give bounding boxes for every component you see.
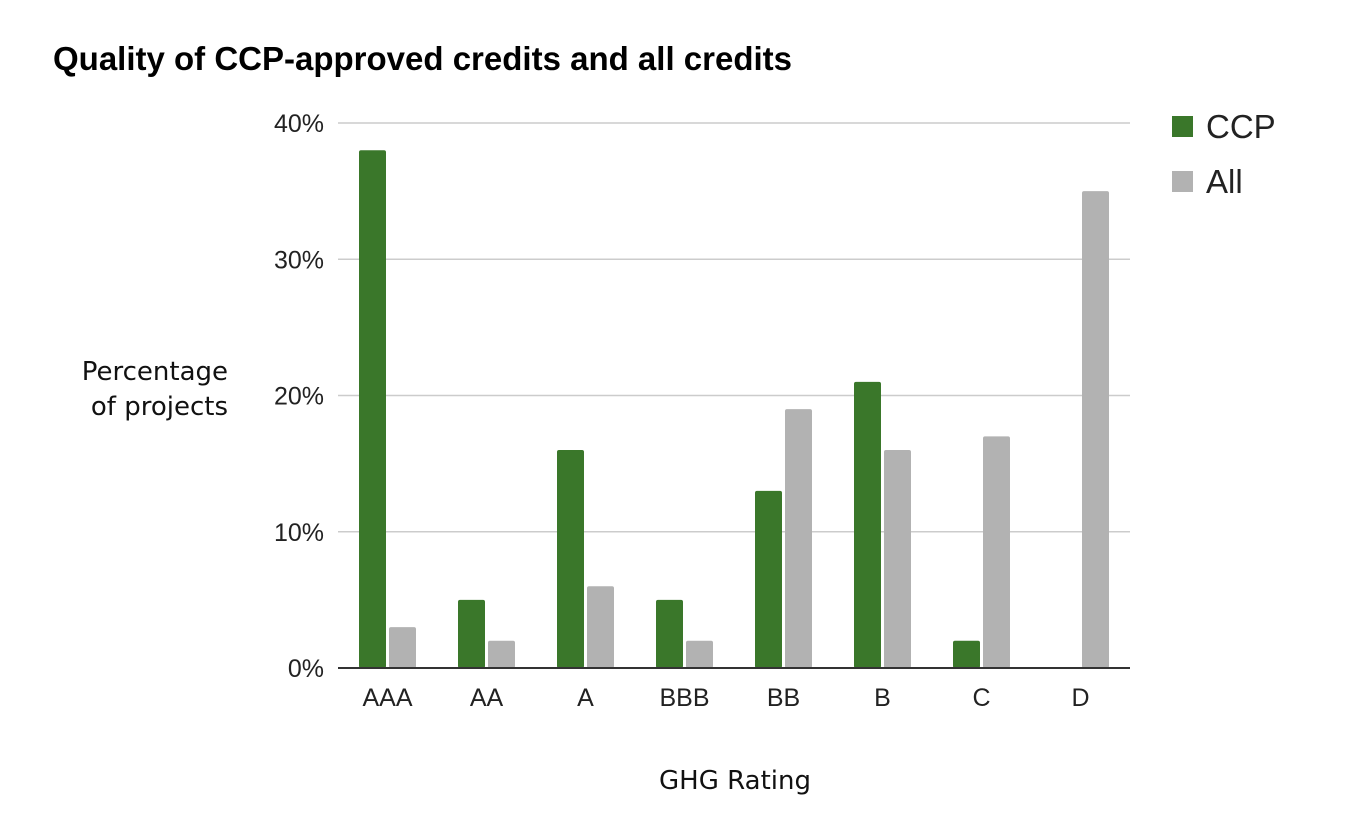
bar-ccp-bbb xyxy=(656,599,683,668)
bar-ccp-b xyxy=(854,381,881,668)
y-axis-label-line-2: of projects xyxy=(91,392,228,422)
x-axis-label: GHG Rating xyxy=(659,766,811,796)
bar-all-b xyxy=(884,450,911,668)
legend-swatch-ccp xyxy=(1172,116,1193,137)
bar-all-c xyxy=(983,436,1010,668)
x-tick-label: AA xyxy=(470,684,504,712)
bar-ccp-bb xyxy=(755,490,782,668)
bar-ccp-a xyxy=(557,450,584,668)
x-tick-label: BB xyxy=(767,684,800,712)
gridlines xyxy=(338,122,1130,533)
bar-all-aaa xyxy=(389,627,416,668)
bar-all-bb xyxy=(785,409,812,668)
bar-ccp-aaa xyxy=(359,150,386,668)
y-tick-label: 40% xyxy=(274,110,324,138)
y-axis-label-line-1: Percentage xyxy=(82,357,228,387)
bar-ccp-aa xyxy=(458,599,485,668)
x-tick-label: B xyxy=(874,684,891,712)
x-tick-label: BBB xyxy=(659,684,709,712)
bars xyxy=(359,150,1109,668)
legend: CCP All xyxy=(1172,108,1276,200)
x-tick-label: AAA xyxy=(362,684,412,712)
y-tick-label: 10% xyxy=(274,519,324,547)
y-axis-ticks: 0% 10% 20% 30% 40% xyxy=(274,110,324,683)
bar-ccp-c xyxy=(953,640,980,668)
bar-all-aa xyxy=(488,640,515,668)
bar-all-a xyxy=(587,586,614,668)
legend-swatch-all xyxy=(1172,171,1193,192)
bar-all-d xyxy=(1082,191,1109,668)
y-tick-label: 30% xyxy=(274,246,324,274)
x-tick-label: D xyxy=(1071,684,1089,712)
bar-all-bbb xyxy=(686,640,713,668)
y-tick-label: 20% xyxy=(274,383,324,411)
x-tick-label: C xyxy=(972,684,990,712)
x-axis-ticks: AAA AA A BBB BB B C D xyxy=(362,684,1089,712)
y-tick-label: 0% xyxy=(288,655,324,683)
x-tick-label: A xyxy=(577,684,594,712)
chart-title: Quality of CCP-approved credits and all … xyxy=(53,40,792,77)
legend-label-all: All xyxy=(1206,163,1243,200)
legend-label-ccp: CCP xyxy=(1206,108,1276,145)
